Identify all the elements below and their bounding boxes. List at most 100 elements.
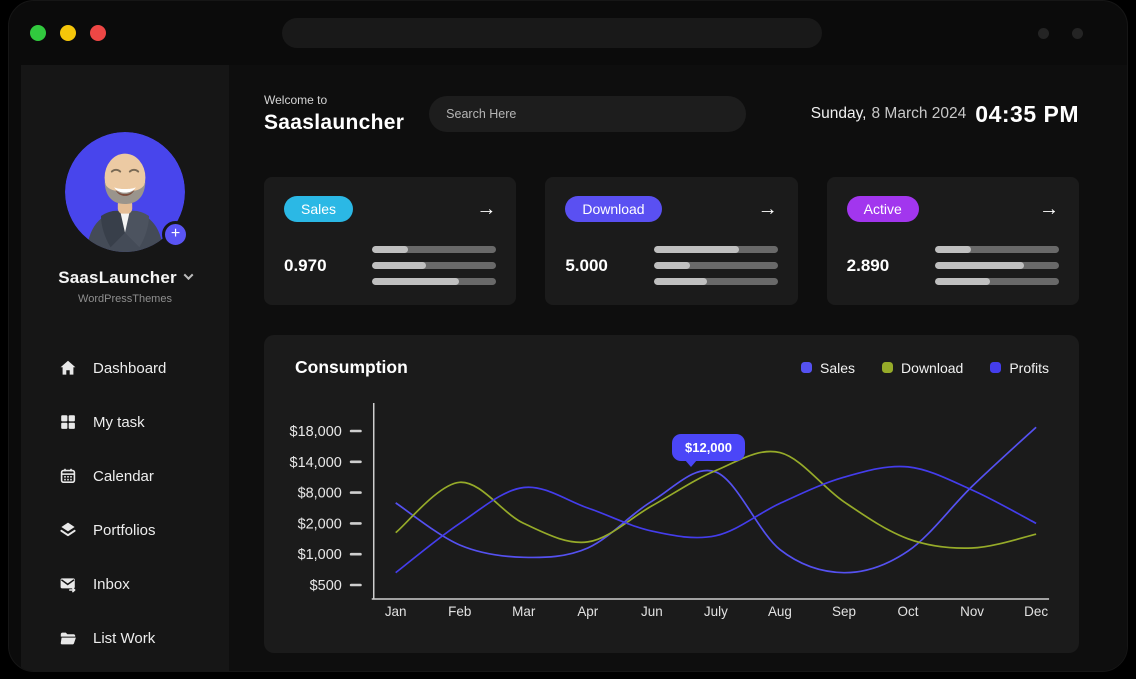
line-chart: $18,000 $14,000 $8,000 $2,000 $1,000 $500 Jan F…: [290, 403, 1050, 619]
profile-section: + SaasLauncher WordPressThemes: [58, 132, 194, 305]
progress-fill: [934, 278, 990, 285]
x-axis-label: Apr: [577, 604, 598, 619]
progress-bars: [653, 246, 778, 285]
stat-card-active: Active → 2.890: [826, 177, 1079, 305]
chart-tooltip: $12,000: [672, 434, 745, 467]
traffic-light-green-button[interactable]: [30, 25, 46, 41]
y-axis-tick: [349, 491, 362, 494]
sidebar-item-label: List Work: [93, 629, 156, 647]
sidebar-item-label: Inbox: [93, 575, 130, 593]
welcome-text: Welcome to: [264, 93, 328, 107]
sidebar-item-label: Portfolios: [93, 521, 156, 539]
progress-fill: [372, 262, 426, 269]
profile-subtitle: WordPressThemes: [78, 293, 172, 305]
traffic-light-red-button[interactable]: [90, 25, 106, 41]
y-axis-tick: [349, 552, 362, 556]
page-header: Welcome to Saaslauncher Sunday, 8 March …: [264, 93, 1079, 135]
titlebar-search-input[interactable]: [282, 18, 822, 48]
legend-item-profits[interactable]: Profits: [990, 360, 1049, 376]
envelope-arrow-icon: [60, 578, 76, 593]
x-axis-label: Jan: [385, 604, 407, 619]
y-axis-label: $1,000: [298, 547, 342, 563]
window-control-dot[interactable]: [1072, 27, 1083, 39]
titlebar-controls: [1038, 27, 1083, 39]
profile-name: SaasLauncher: [58, 268, 177, 287]
sidebar: + SaasLauncher WordPressThemes Dashboard: [21, 65, 229, 671]
add-profile-button[interactable]: +: [162, 221, 189, 248]
sidebar-item-inbox[interactable]: Inbox: [21, 557, 229, 611]
y-axis-label: $8,000: [298, 486, 342, 502]
folder-icon: [60, 632, 76, 645]
active-badge: Active: [846, 196, 919, 222]
arrow-right-icon[interactable]: →: [476, 198, 497, 220]
legend-item-sales[interactable]: Sales: [801, 360, 855, 376]
titlebar: [9, 1, 1127, 65]
x-axis-label: Aug: [768, 604, 792, 619]
y-axis-tick: [349, 583, 362, 587]
y-axis-tick: [349, 429, 362, 433]
legend-dot: [882, 362, 894, 373]
x-axis-label: Feb: [448, 604, 471, 619]
series-line-sales: [395, 426, 1037, 574]
stat-value: 0.970: [284, 255, 327, 275]
y-axis-label: $14,000: [290, 455, 342, 471]
series-line-profits: [395, 465, 1037, 574]
search-input[interactable]: [429, 96, 747, 132]
profile-dropdown[interactable]: SaasLauncher: [58, 268, 194, 288]
y-axis-tick: [349, 522, 362, 525]
sidebar-item-label: Dashboard: [93, 359, 167, 377]
datetime: Sunday, 8 March 2024 04:35 PM: [811, 101, 1079, 128]
legend-dot: [990, 362, 1002, 373]
traffic-light-yellow-button[interactable]: [60, 25, 76, 41]
progress-bars: [934, 246, 1059, 285]
date-text: 8 March 2024: [871, 105, 967, 122]
y-axis-label: $2,000: [298, 516, 342, 532]
stat-card-sales: Sales → 0.970: [264, 177, 517, 305]
legend-label: Sales: [820, 359, 856, 376]
y-axis-label: $500: [310, 578, 342, 594]
sidebar-item-calendar[interactable]: Calendar: [21, 449, 229, 503]
x-axis-label: Sep: [832, 604, 856, 619]
sidebar-item-my-task[interactable]: My task: [21, 395, 229, 449]
sidebar-item-dashboard[interactable]: Dashboard: [21, 341, 229, 395]
stat-card-download: Download → 5.000: [545, 177, 798, 305]
legend-dot: [801, 362, 813, 373]
layers-icon: [60, 522, 76, 537]
progress-fill: [372, 246, 409, 253]
x-axis-label: Jun: [641, 604, 663, 619]
main-content: Welcome to Saaslauncher Sunday, 8 March …: [229, 65, 1127, 671]
avatar[interactable]: [65, 132, 185, 252]
x-axis-label: July: [704, 604, 728, 619]
window-control-dot[interactable]: [1038, 27, 1049, 39]
legend-item-download[interactable]: Download: [882, 360, 963, 376]
download-badge: Download: [565, 196, 662, 222]
chevron-down-icon: [183, 270, 194, 281]
stat-value: 2.890: [846, 255, 890, 275]
arrow-right-icon[interactable]: →: [1038, 198, 1059, 220]
sidebar-item-label: Calendar: [93, 467, 154, 485]
progress-fill: [653, 262, 690, 269]
legend-label: Download: [901, 359, 964, 376]
consumption-chart-panel: Consumption Sales Download Profits: [264, 335, 1079, 653]
app-window: + SaasLauncher WordPressThemes Dashboard: [8, 0, 1128, 672]
calendar-icon: [60, 468, 76, 484]
y-axis-label: $18,000: [290, 424, 342, 440]
x-axis-label: Oct: [898, 604, 919, 619]
x-axis-label: Mar: [512, 604, 536, 619]
legend-label: Profits: [1009, 359, 1049, 376]
time-text: 04:35 PM: [975, 100, 1079, 127]
sidebar-item-portfolios[interactable]: Portfolios: [21, 503, 229, 557]
progress-bars: [372, 246, 497, 285]
arrow-right-icon[interactable]: →: [757, 198, 778, 220]
progress-fill: [934, 262, 1025, 269]
progress-fill: [653, 246, 740, 253]
traffic-lights: [30, 25, 106, 41]
progress-fill: [653, 278, 707, 285]
chart-legend: Sales Download Profits: [801, 360, 1049, 376]
stat-value: 5.000: [565, 255, 608, 275]
y-axis-tick: [349, 460, 362, 464]
sidebar-nav: Dashboard My task: [21, 341, 229, 665]
sidebar-item-label: My task: [93, 413, 145, 431]
grid-icon: [61, 415, 75, 429]
sidebar-item-list-work[interactable]: List Work: [21, 611, 229, 665]
